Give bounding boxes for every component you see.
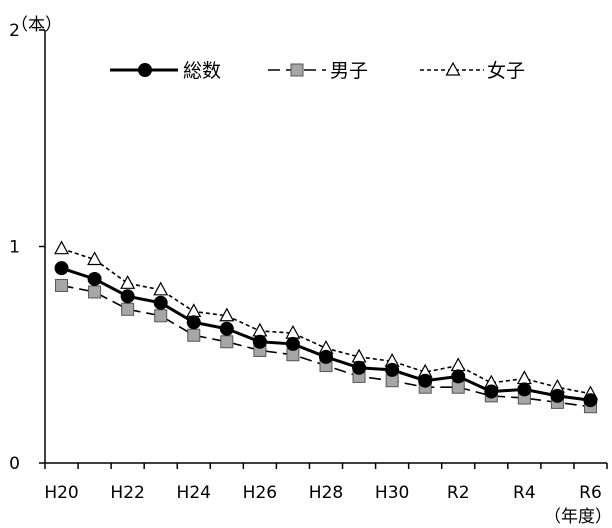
data-point-circle [154,296,167,309]
data-point-triangle [518,372,531,384]
data-point-circle [386,363,399,376]
data-point-triangle [154,283,167,295]
series-女子 [55,242,597,399]
data-point-circle [187,316,200,329]
data-point-circle [320,350,333,363]
data-point-circle [253,335,266,348]
x-tick-label: R2 [447,483,470,503]
x-tick-label: H20 [44,483,78,503]
data-point-triangle [55,242,68,254]
legend-marker-square [291,64,303,76]
series-line-総数 [62,268,591,400]
x-tick-label: H30 [375,483,409,503]
x-tick-label: H28 [309,483,343,503]
legend: 総数 男子 女子 [110,60,525,82]
data-point-circle [353,361,366,374]
x-tick-label: H24 [177,483,211,503]
y-axis-unit-label: （本） [11,15,62,35]
x-tick-label: H26 [243,483,277,503]
legend-marker-triangle [447,63,460,75]
data-point-square [155,310,167,322]
x-tick-label: R4 [513,483,536,503]
data-point-circle [551,389,564,402]
data-point-square [122,303,134,315]
data-point-circle [220,322,233,335]
data-point-circle [485,385,498,398]
data-point-circle [452,370,465,383]
series-総数 [55,262,597,407]
legend-marker-circle [138,63,152,77]
data-point-circle [55,262,68,275]
data-point-circle [121,290,134,303]
data-point-triangle [187,304,200,316]
data-point-square [221,336,233,348]
legend-label-男子: 男子 [330,60,368,82]
data-point-circle [419,374,432,387]
data-point-triangle [121,276,134,288]
data-point-square [56,279,68,291]
y-tick-labels: 012 [9,21,20,474]
data-point-triangle [452,359,465,371]
x-axis-unit-label: （年度） [544,507,612,527]
y-tick-label: 1 [9,238,20,258]
legend-label-女子: 女子 [487,60,525,82]
x-tick-labels: H20 H22 H24 H26 H28 H30 R2 R4 R6 [44,483,601,503]
data-point-square [89,286,101,298]
data-point-triangle [253,324,266,336]
data-point-circle [584,394,597,407]
y-tick-label: 0 [9,454,20,474]
series-layer [55,242,597,413]
data-point-circle [88,272,101,285]
data-point-square [188,329,200,341]
x-tick-label: R6 [579,483,602,503]
legend-label-総数: 総数 [183,60,221,82]
data-point-circle [286,337,299,350]
x-tick-label: H22 [110,483,144,503]
data-point-circle [518,383,531,396]
